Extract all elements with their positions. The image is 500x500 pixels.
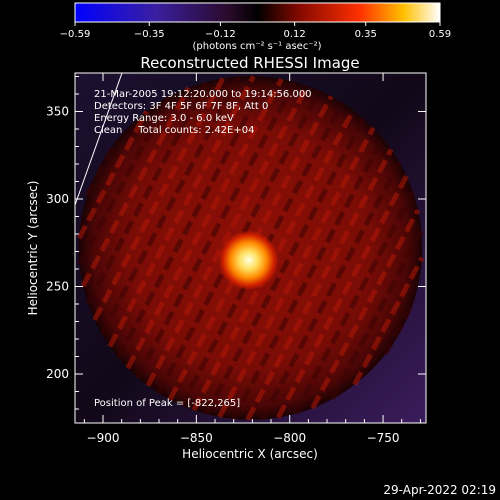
fringe-stripe	[383, 299, 417, 356]
fringe-stripe	[76, 110, 149, 240]
fringe-stripe	[204, 117, 366, 416]
fringe-stripe	[99, 75, 241, 336]
colorbar-tick-label: 0.59	[429, 29, 451, 40]
fringe-stripe	[107, 75, 256, 348]
plot-frame	[74, 72, 427, 424]
fringe-stripe	[84, 140, 118, 197]
x-tick-label: −750	[367, 431, 400, 445]
image-area	[75, 73, 426, 423]
fringe-stripe	[329, 229, 424, 401]
colorbar-unit-label: (photons cm⁻² s⁻¹ asec⁻²)	[192, 41, 321, 52]
fringe-stripe	[80, 86, 191, 288]
x-axis-label: Heliocentric X (arcsec)	[182, 447, 318, 461]
fringe-stripe	[275, 174, 409, 419]
fringe-stripe	[245, 148, 394, 421]
fringe-stripe	[310, 208, 421, 410]
y-tick-label: 300	[46, 192, 69, 206]
y-axis-label: Heliocentric Y (arcsec)	[26, 181, 40, 316]
annotation-time-range: 21-Mar-2005 19:12:20.000 to 19:14:56.000	[94, 89, 312, 100]
annotation-detectors: Detectors: 3F 4F 5F 6F 7F 8F, Att 0	[94, 101, 268, 112]
fringe-stripe	[352, 256, 425, 386]
fringe-stripe	[231, 136, 385, 421]
colorbar-tick-label: 0.12	[283, 29, 305, 40]
chart-title: Reconstructed RHESSI Image	[140, 54, 359, 72]
colorbar-tick-label: −0.12	[205, 29, 236, 40]
render-timestamp: 29-Apr-2022 02:19	[383, 483, 496, 497]
annotation-clean-counts: Clean Total counts: 2.42E+04	[94, 125, 254, 136]
x-tick-label: −850	[180, 431, 213, 445]
x-tick-label: −900	[87, 431, 120, 445]
fringe-stripe	[77, 95, 172, 267]
peak-position-label: Position of Peak = [-822,265]	[94, 398, 240, 409]
colorbar-ticks: −0.59 −0.35 −0.12 0.12 0.35 0.59	[60, 22, 451, 40]
fringe-stripe	[260, 160, 402, 421]
colorbar-tick-label: 0.35	[355, 29, 377, 40]
limb-line	[75, 73, 123, 206]
axis-ticks: −900 −850 −800 −750 200 250 300 350	[46, 73, 426, 445]
colorbar-scale	[74, 2, 441, 23]
fringe-stripe	[217, 126, 376, 419]
colorbar: −0.59 −0.35 −0.12 0.12 0.35 0.59 (photons cm⁻…	[60, 2, 451, 52]
y-tick-label: 250	[46, 280, 69, 294]
fringe-stripe	[85, 80, 209, 306]
fringe-pattern	[76, 75, 425, 421]
x-tick-label: −800	[273, 431, 306, 445]
annotation-block: 21-Mar-2005 19:12:20.000 to 19:14:56.000…	[94, 89, 312, 136]
fringe-stripe	[145, 84, 310, 387]
y-tick-label: 200	[46, 367, 69, 381]
fringe-stripe	[135, 80, 297, 379]
peak-source	[218, 230, 279, 291]
colorbar-tick-label: −0.35	[134, 29, 165, 40]
annotation-energy-range: Energy Range: 3.0 - 6.0 keV	[94, 113, 234, 124]
fringe-stripe	[292, 190, 416, 416]
fringe-stripe	[92, 77, 226, 322]
colorbar-tick-label: −0.59	[60, 29, 91, 40]
y-tick-label: 350	[46, 105, 69, 119]
fringe-stripe	[125, 77, 284, 370]
fringe-stripe	[116, 75, 270, 360]
